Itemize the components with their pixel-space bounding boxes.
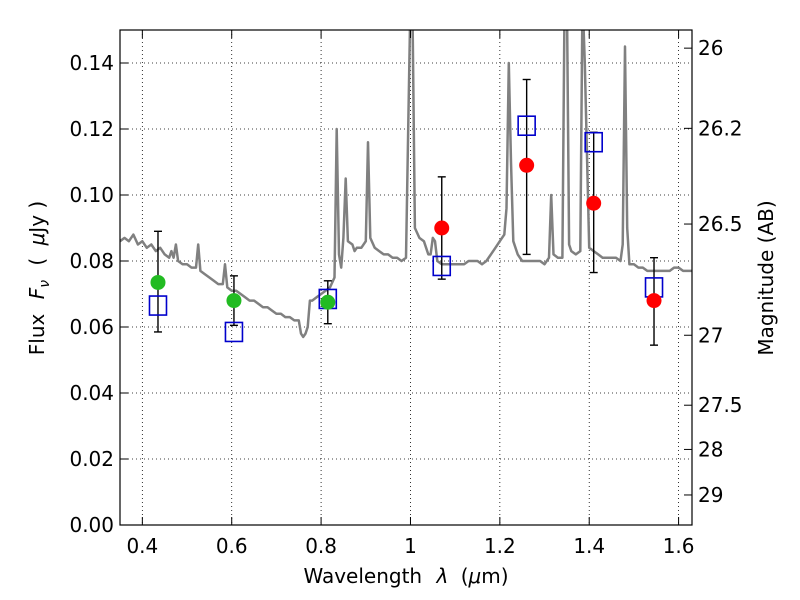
y-axis-label-unit-open: ( bbox=[25, 258, 49, 266]
right-tick-label: 27 bbox=[698, 323, 723, 347]
y-axis-label-subscript: ν bbox=[37, 280, 53, 288]
y-axis-ticks: 0.00 0.02 0.04 0.06 0.08 0.10 0.12 0.14 bbox=[69, 51, 128, 537]
model-photometry-square bbox=[148, 295, 168, 316]
spectrum-series bbox=[120, 30, 692, 339]
model-photometry-square bbox=[432, 255, 452, 277]
y-tick-label: 0.14 bbox=[69, 51, 114, 75]
model-photometry-square bbox=[224, 321, 244, 343]
observed-point bbox=[586, 195, 602, 211]
grid-lines bbox=[120, 30, 692, 526]
x-axis-label-symbol: λ bbox=[435, 564, 448, 588]
right-tick-label: 27.5 bbox=[698, 393, 743, 417]
y-tick-label: 0.06 bbox=[69, 315, 114, 339]
observed-point bbox=[150, 274, 166, 290]
right-axis-label: Magnitude (AB) bbox=[754, 200, 778, 355]
y-axis-label-symbol: F bbox=[25, 287, 49, 299]
right-tick-label: 26.5 bbox=[698, 212, 743, 236]
observed-point bbox=[226, 293, 242, 309]
data-markers bbox=[148, 115, 664, 343]
x-axis-label-unit-mu: μ bbox=[468, 564, 482, 588]
y-tick-label: 0.10 bbox=[69, 183, 114, 207]
y-tick-label: 0.00 bbox=[69, 513, 114, 537]
x-tick-label: 1.6 bbox=[663, 534, 695, 558]
x-axis-label: Wavelength λ (μm) bbox=[303, 564, 508, 588]
y-tick-label: 0.04 bbox=[69, 381, 114, 405]
x-tick-label: 1.4 bbox=[573, 534, 605, 558]
y-axis-label-unit-rest: Jy ) bbox=[25, 201, 49, 235]
observed-point bbox=[434, 220, 450, 236]
y-tick-label: 0.12 bbox=[69, 117, 114, 141]
observed-point bbox=[646, 293, 662, 309]
x-tick-label: 1.2 bbox=[484, 534, 516, 558]
y-tick-label: 0.08 bbox=[69, 249, 114, 273]
y-axis-label-unit-mu: μ bbox=[25, 233, 49, 247]
model-photometry-square bbox=[517, 115, 536, 136]
y-axis-label-word: Flux bbox=[25, 313, 49, 355]
right-tick-label: 28 bbox=[698, 437, 723, 461]
y-tick-label: 0.02 bbox=[69, 447, 114, 471]
spectrum-line bbox=[120, 30, 692, 339]
x-tick-label: 0.6 bbox=[216, 534, 248, 558]
right-tick-label: 26.2 bbox=[698, 116, 743, 140]
observed-point bbox=[320, 294, 336, 310]
x-tick-label: 0.4 bbox=[126, 534, 158, 558]
right-axis-ticks: 26 26.2 26.5 27 27.5 28 29 bbox=[684, 36, 743, 507]
right-tick-label: 26 bbox=[698, 36, 723, 60]
right-tick-label: 29 bbox=[698, 483, 723, 507]
plot-frame bbox=[119, 29, 693, 526]
x-axis-ticks: 0.4 0.6 0.8 1 1.2 1.4 1.6 bbox=[126, 30, 695, 558]
x-tick-label: 0.8 bbox=[305, 534, 337, 558]
y-axis-label: Flux Fν ( μJy ) bbox=[25, 201, 54, 355]
x-axis-label-unit-rest: m) bbox=[481, 564, 508, 588]
observed-point bbox=[519, 157, 535, 173]
x-axis-label-unit-open: ( bbox=[461, 564, 469, 588]
x-axis-label-word: Wavelength bbox=[303, 564, 422, 588]
x-tick-label: 1 bbox=[404, 534, 417, 558]
model-photometry-square bbox=[584, 131, 603, 153]
